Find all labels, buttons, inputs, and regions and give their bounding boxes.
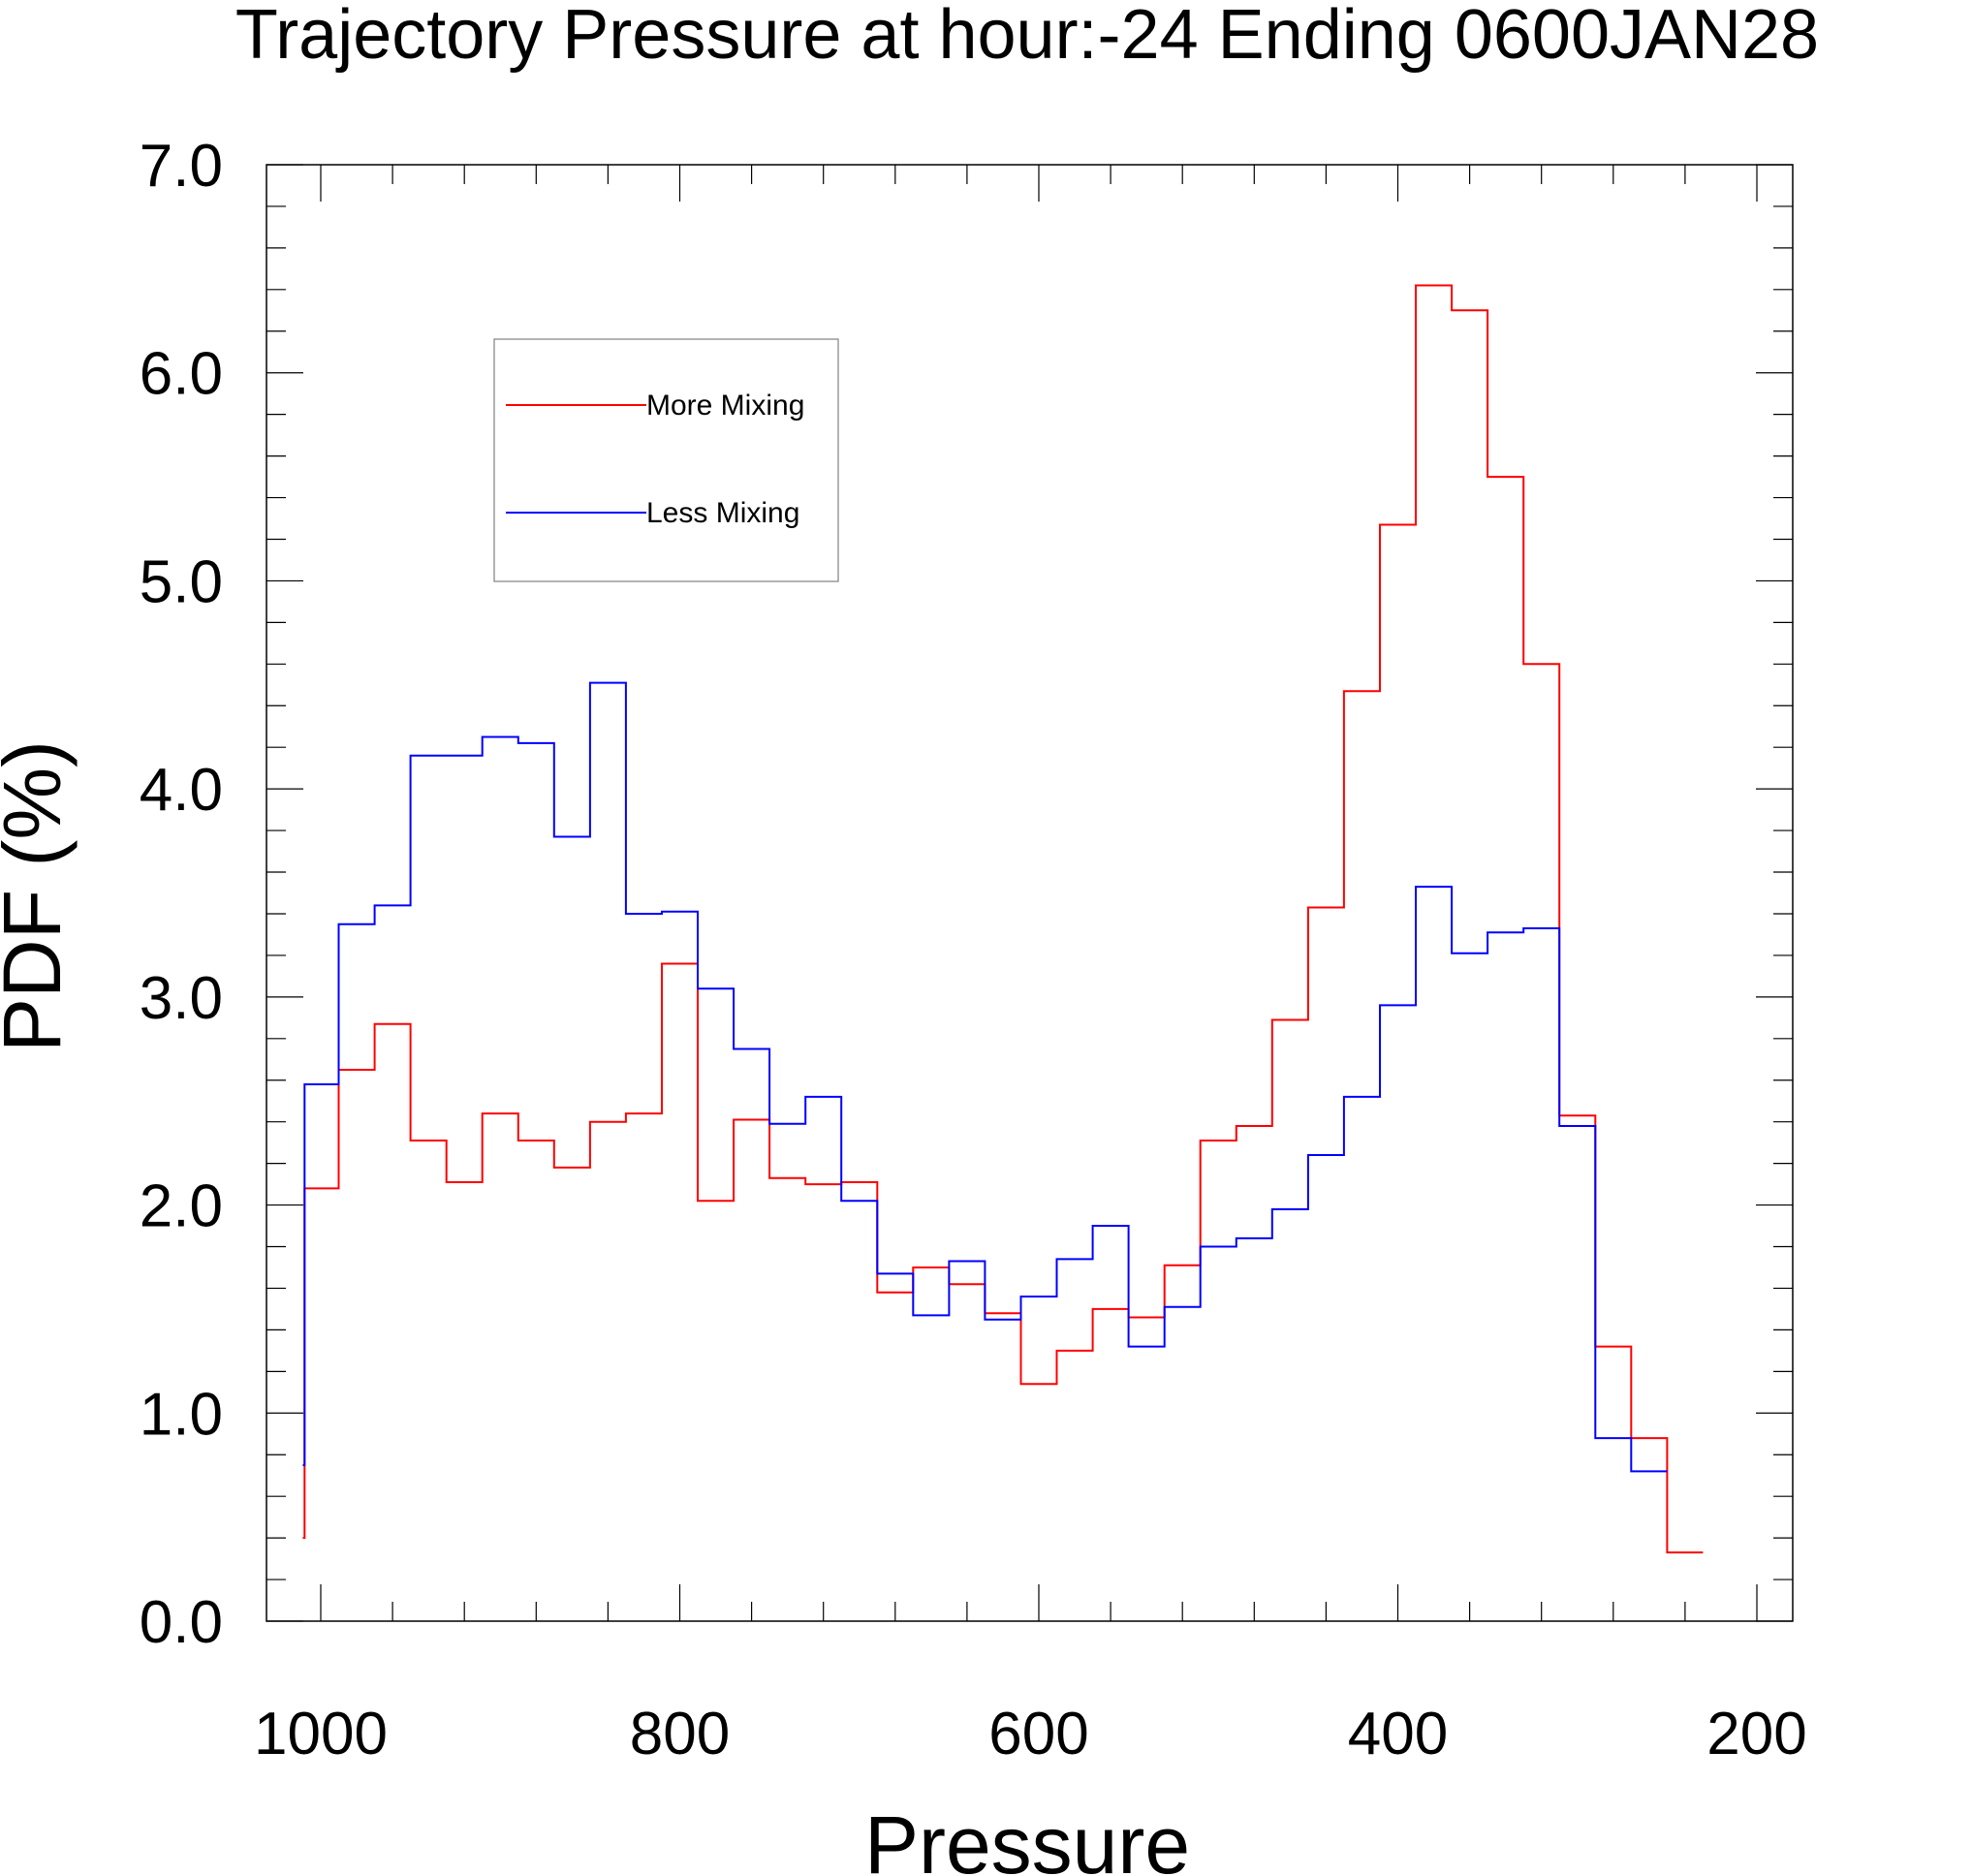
plot-frame: [266, 164, 1794, 1622]
y-tick-label: 3.0: [140, 965, 223, 1032]
x-axis-title: Pressure: [864, 1799, 1190, 1876]
y-tick-label: 0.0: [140, 1589, 223, 1656]
y-tick-label: 7.0: [140, 133, 223, 200]
series-line-less-mixing: [302, 681, 1668, 1473]
x-tick-label: 800: [630, 1701, 730, 1767]
y-axis-title: PDF (%): [0, 740, 78, 1052]
y-tick-label: 5.0: [140, 548, 223, 615]
y-tick-label: 2.0: [140, 1173, 223, 1240]
chart-title: Trajectory Pressure at hour:-24 Ending 0…: [235, 0, 1819, 74]
x-tick-label: 600: [988, 1701, 1088, 1767]
legend: More Mixing Less Mixing: [493, 338, 839, 582]
x-tick-label: 200: [1706, 1701, 1806, 1767]
y-tick-label: 4.0: [140, 757, 223, 824]
x-tick-label: 400: [1348, 1701, 1448, 1767]
legend-box: [493, 338, 839, 582]
legend-label: More Mixing: [646, 390, 804, 422]
y-tick-label: 1.0: [140, 1381, 223, 1448]
legend-label: Less Mixing: [646, 497, 799, 529]
x-tick-label: 1000: [254, 1701, 388, 1767]
plot-area: 0.0 1.0 2.0 3.0 4.0 5.0 6.0 7.0 1000 800 600 400 200: [140, 133, 1807, 1767]
y-tick-label: 6.0: [140, 341, 223, 408]
